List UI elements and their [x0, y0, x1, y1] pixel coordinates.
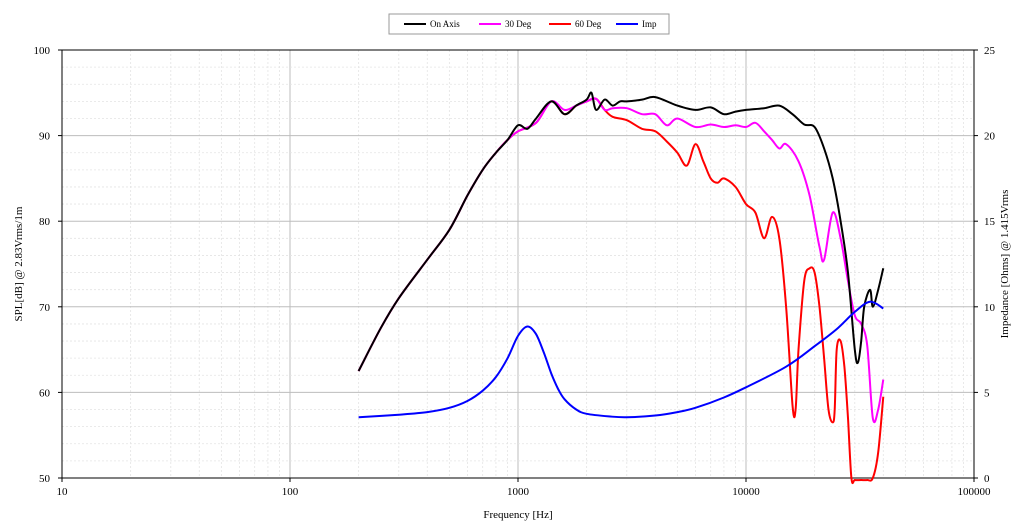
y2-axis-title: Impedance [Ohms] @ 1.415Vrms — [999, 190, 1011, 339]
legend-label: On Axis — [430, 19, 460, 29]
x-tick-label: 100000 — [958, 486, 992, 498]
y-tick-labels: 50 60 70 80 90 100 — [34, 45, 62, 485]
x-tick-label: 10000 — [732, 486, 760, 498]
y2-tick-labels: 0 5 10 15 20 25 — [974, 45, 996, 485]
series-line-on-axis — [357, 91, 885, 372]
legend-label: Imp — [642, 19, 657, 29]
legend-item-60-deg: 60 Deg — [549, 19, 602, 29]
y-tick-label: 100 — [34, 45, 51, 57]
x-tick-label: 100 — [282, 486, 299, 498]
x-axis-title: Frequency [Hz] — [483, 509, 552, 521]
plot-grid — [61, 49, 975, 479]
series-line-imp — [358, 300, 884, 419]
legend-item-imp: Imp — [616, 19, 657, 29]
legend-item-on-axis: On Axis — [404, 19, 460, 29]
y2-tick-label: 0 — [984, 473, 990, 485]
y2-tick-label: 10 — [984, 302, 996, 314]
y-tick-label: 70 — [39, 302, 51, 314]
legend-box — [388, 13, 670, 35]
y-tick-label: 80 — [39, 216, 51, 228]
y-tick-label: 90 — [39, 131, 51, 143]
legend: On Axis 30 Deg 60 Deg Imp — [388, 13, 670, 35]
x-tick-labels: 10 100 1000 10000 100000 — [57, 478, 992, 498]
legend-item-30-deg: 30 Deg — [479, 19, 532, 29]
y2-tick-label: 20 — [984, 131, 996, 143]
series-lines — [357, 91, 885, 485]
y-tick-label: 60 — [39, 387, 51, 399]
x-tick-label: 10 — [57, 486, 69, 498]
legend-label: 30 Deg — [505, 19, 532, 29]
legend-label: 60 Deg — [575, 19, 602, 29]
y2-tick-label: 25 — [984, 45, 996, 57]
y-axis-title: SPL[dB] @ 2.83Vrms/1m — [13, 206, 25, 321]
y2-tick-label: 5 — [984, 387, 990, 399]
y2-tick-label: 15 — [984, 216, 996, 228]
x-tick-label: 1000 — [507, 486, 530, 498]
y-tick-label: 50 — [39, 473, 51, 485]
